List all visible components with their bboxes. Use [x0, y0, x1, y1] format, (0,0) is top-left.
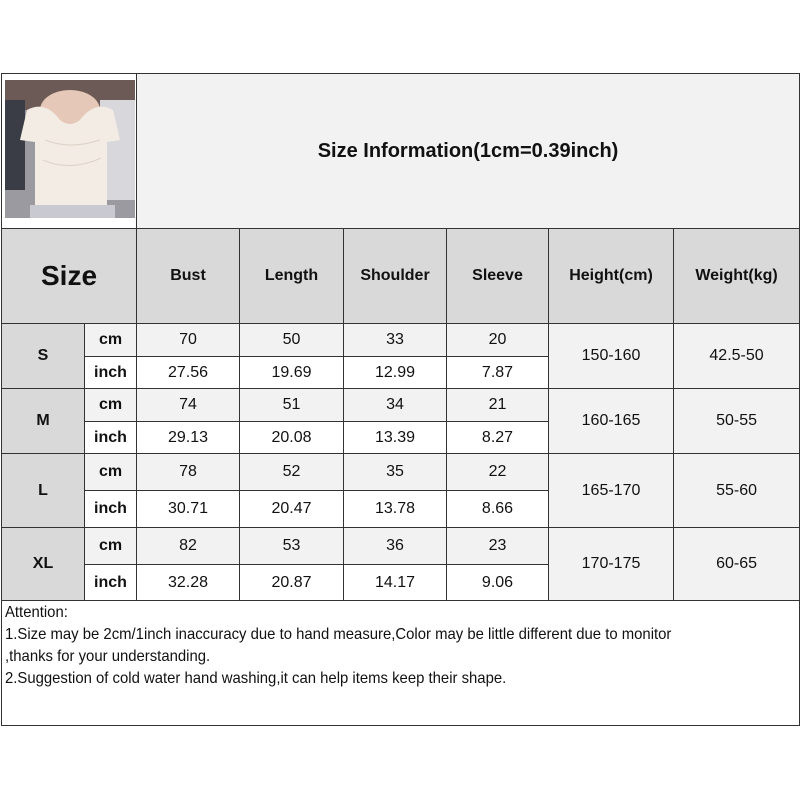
size-row-l-inch: inch 30.71 20.47 13.78 8.66	[2, 490, 800, 528]
measurement-cell: 20.08	[239, 421, 344, 454]
unit-label: cm	[84, 388, 137, 422]
measurement-cell: 20	[446, 323, 549, 357]
column-header: Height(cm)	[548, 228, 674, 324]
column-header: Length	[239, 228, 344, 324]
size-header: Size	[1, 228, 137, 324]
size-label: M	[1, 388, 85, 454]
unit-label: inch	[84, 356, 137, 389]
column-header: Bust	[136, 228, 240, 324]
measurement-cell: 52	[239, 453, 344, 491]
attention-line: 2.Suggestion of cold water hand washing,…	[5, 670, 507, 687]
weight-range: 55-60	[672, 453, 800, 528]
chart-title: Size Information(1cm=0.39inch)	[135, 73, 800, 229]
measurement-cell: 19.69	[239, 356, 344, 389]
measurement-cell: 14.17	[343, 564, 447, 601]
size-row-xl-cm: XL cm 82 53 36 23 170-175 60-65	[1, 527, 800, 601]
measurement-cell: 70	[136, 323, 240, 357]
measurement-cell: 21	[446, 388, 549, 422]
unit-label: cm	[84, 453, 137, 491]
column-header: Sleeve	[446, 228, 549, 324]
measurement-cell: 51	[239, 388, 344, 422]
attention-notes: Attention: 1.Size may be 2cm/1inch inacc…	[0, 600, 800, 726]
weight-range: 60-65	[672, 527, 800, 601]
header-row: Size Bust Length Shoulder Sleeve Height(…	[1, 228, 800, 324]
height-range: 170-175	[548, 527, 674, 601]
product-photo	[1, 73, 137, 229]
measurement-cell: 36	[343, 527, 447, 565]
measurement-cell: 30.71	[136, 490, 240, 528]
measurement-cell: 27.56	[136, 356, 240, 389]
measurement-cell: 50	[239, 323, 344, 357]
height-range: 165-170	[548, 453, 674, 528]
measurement-cell: 22	[446, 453, 549, 491]
weight-range: 42.5-50	[672, 323, 800, 389]
measurement-cell: 32.28	[136, 564, 240, 601]
weight-range: 50-55	[672, 388, 800, 454]
measurement-cell: 13.78	[343, 490, 447, 528]
attention-heading: Attention:	[5, 604, 68, 621]
measurement-cell: 35	[343, 453, 447, 491]
measurement-cell: 20.47	[239, 490, 344, 528]
measurement-cell: 13.39	[343, 421, 447, 454]
column-header: Shoulder	[343, 228, 447, 324]
unit-label: inch	[84, 421, 137, 454]
size-row-xl-inch: inch 32.28 20.87 14.17 9.06	[2, 564, 800, 601]
measurement-cell: 78	[136, 453, 240, 491]
size-chart: Size Information(1cm=0.39inch) Size Bust…	[0, 73, 800, 726]
measurement-cell: 9.06	[446, 564, 549, 601]
measurement-cell: 8.66	[446, 490, 549, 528]
measurement-cell: 8.27	[446, 421, 549, 454]
measurement-cell: 23	[446, 527, 549, 565]
measurement-cell: 82	[136, 527, 240, 565]
product-image	[5, 79, 135, 218]
measurement-cell: 34	[343, 388, 447, 422]
unit-label: cm	[84, 323, 137, 357]
measurement-cell: 7.87	[446, 356, 549, 389]
height-range: 150-160	[548, 323, 674, 389]
size-label: XL	[1, 527, 85, 601]
size-row-s-inch: inch 27.56 19.69 12.99 7.87	[2, 356, 800, 389]
measurement-cell: 29.13	[136, 421, 240, 454]
measurement-cell: 74	[136, 388, 240, 422]
measurement-cell: 12.99	[343, 356, 447, 389]
unit-label: inch	[84, 490, 137, 528]
height-range: 160-165	[548, 388, 674, 454]
attention-line: 1.Size may be 2cm/1inch inaccuracy due t…	[5, 626, 672, 643]
size-label: S	[1, 323, 85, 389]
column-header: Weight(kg)	[672, 228, 800, 324]
measurement-cell: 33	[343, 323, 447, 357]
unit-label: inch	[84, 564, 137, 601]
size-table: Size Information(1cm=0.39inch) Size Bust…	[0, 73, 800, 726]
measurement-cell: 20.87	[239, 564, 344, 601]
size-label: L	[1, 453, 85, 528]
measurement-cell: 53	[239, 527, 344, 565]
unit-label: cm	[84, 527, 137, 565]
attention-line: ,thanks for your understanding.	[5, 648, 211, 665]
size-row-m-inch: inch 29.13 20.08 13.39 8.27	[2, 421, 800, 454]
